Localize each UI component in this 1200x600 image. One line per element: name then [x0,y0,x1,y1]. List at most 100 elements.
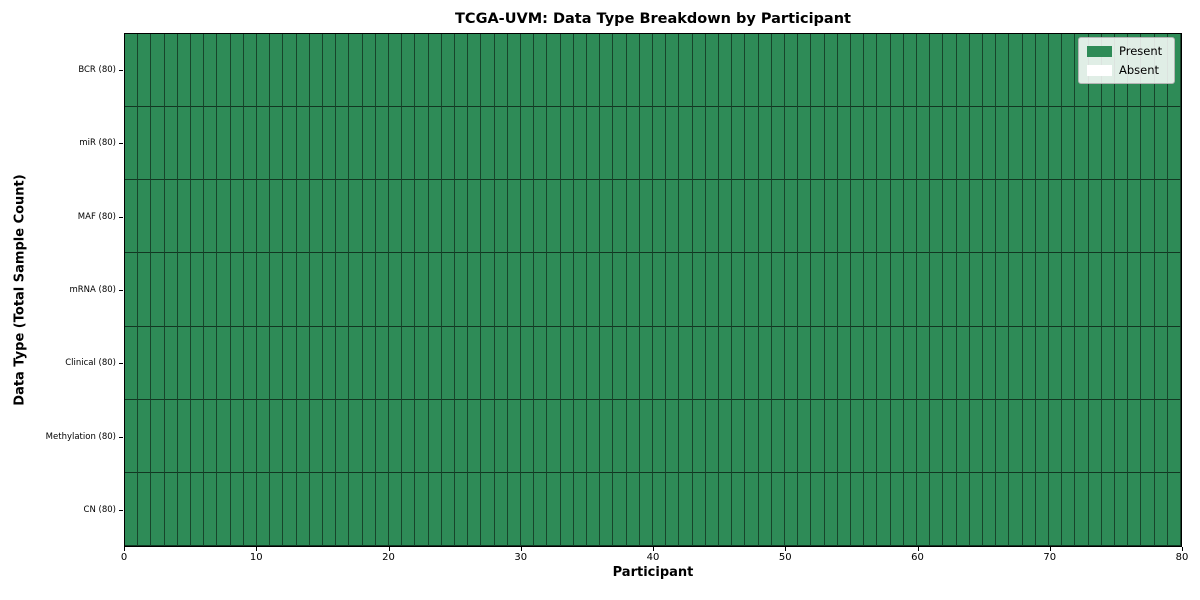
heatmap-cell [930,399,944,473]
heatmap-cell [1009,472,1023,546]
heatmap-cell [573,253,587,327]
heatmap-cell [1035,472,1049,546]
heatmap-cell [784,253,799,327]
heatmap-cell [125,472,139,546]
heatmap-cell [388,253,403,327]
heatmap-cell [454,326,469,400]
heatmap-cell [283,399,297,473]
heatmap-cell [877,180,891,254]
heatmap-cell [336,472,350,546]
heatmap-cell [520,34,535,108]
heatmap-cell [481,253,495,327]
heatmap-cell [1035,326,1049,400]
heatmap-cell [230,472,244,546]
heatmap-cell [415,399,429,473]
heatmap-cell [230,34,244,108]
heatmap-cell [1088,399,1102,473]
heatmap-cell [1141,180,1155,254]
heatmap-cell [388,34,403,108]
heatmap-cell [758,34,772,108]
heatmap-cell [283,107,297,181]
heatmap-cell [520,180,535,254]
heatmap-cell [164,399,178,473]
heatmap-cell [1101,399,1115,473]
heatmap-cell [481,399,495,473]
heatmap-cell [890,253,904,327]
heatmap-cell [375,472,389,546]
heatmap-cell [454,253,469,327]
heatmap-cell [916,34,931,108]
heatmap-cell [177,326,191,400]
heatmap-cell [586,107,601,181]
heatmap-cell [1154,107,1168,181]
heatmap-cell [1035,180,1049,254]
heatmap-cell [613,472,627,546]
heatmap-cell [969,34,983,108]
heatmap-cell [745,253,759,327]
heatmap-cell [507,326,521,400]
chart-title: TCGA-UVM: Data Type Breakdown by Partici… [455,11,851,27]
x-tick-label: 40 [646,552,660,563]
heatmap-cell [626,107,640,181]
heatmap-cell [798,326,812,400]
heatmap-cell [705,253,719,327]
heatmap-cell [256,399,271,473]
heatmap-cell [1009,34,1023,108]
heatmap-cell [217,107,231,181]
heatmap-cell [138,326,152,400]
heatmap-cell [362,399,376,473]
heatmap-cell [375,399,389,473]
heatmap-cell [520,107,535,181]
heatmap-cell [771,399,785,473]
heatmap-cell [256,472,271,546]
heatmap-cell [600,180,614,254]
heatmap-cell [349,34,363,108]
heatmap-cell [520,326,535,400]
x-axis-label: Participant [612,565,694,580]
heatmap-cell [428,34,442,108]
heatmap-cell [943,107,957,181]
x-tick-label: 30 [514,552,528,563]
heatmap-cell [402,34,416,108]
heatmap-cell [283,472,297,546]
heatmap-cell [982,180,997,254]
heatmap-cell [1022,399,1036,473]
heatmap-cell [877,34,891,108]
heatmap-cell [1154,399,1168,473]
heatmap-cell [349,180,363,254]
heatmap-cell [626,34,640,108]
heatmap-cell [1101,107,1115,181]
heatmap-cell [375,107,389,181]
heatmap-cell [402,253,416,327]
heatmap-cell [494,180,508,254]
y-tick-mark [119,69,123,71]
y-tick-label: CN (80) [83,505,116,516]
heatmap-cell [1009,180,1023,254]
heatmap-cell [652,34,667,108]
heatmap-cell [164,107,178,181]
heatmap-cell [1088,472,1102,546]
heatmap-cell [494,399,508,473]
heatmap-cell [138,180,152,254]
heatmap-cell [758,399,772,473]
heatmap-cell [1022,472,1036,546]
heatmap-cell [1075,472,1089,546]
heatmap-cell [534,180,548,254]
heatmap-cell [322,399,337,473]
heatmap-cell [1167,253,1181,327]
heatmap-cell [256,180,271,254]
heatmap-cell [784,180,799,254]
heatmap-cell [679,472,693,546]
heatmap-cell [916,107,931,181]
heatmap-cell [125,399,139,473]
heatmap-cell [243,399,257,473]
heatmap-cell [705,472,719,546]
heatmap-cell [336,34,350,108]
heatmap-cell [217,253,231,327]
heatmap-cell [996,34,1010,108]
heatmap-cell [243,472,257,546]
heatmap-cell [626,399,640,473]
heatmap-cell [1075,399,1089,473]
heatmap-cell [666,34,680,108]
heatmap-cell [666,326,680,400]
